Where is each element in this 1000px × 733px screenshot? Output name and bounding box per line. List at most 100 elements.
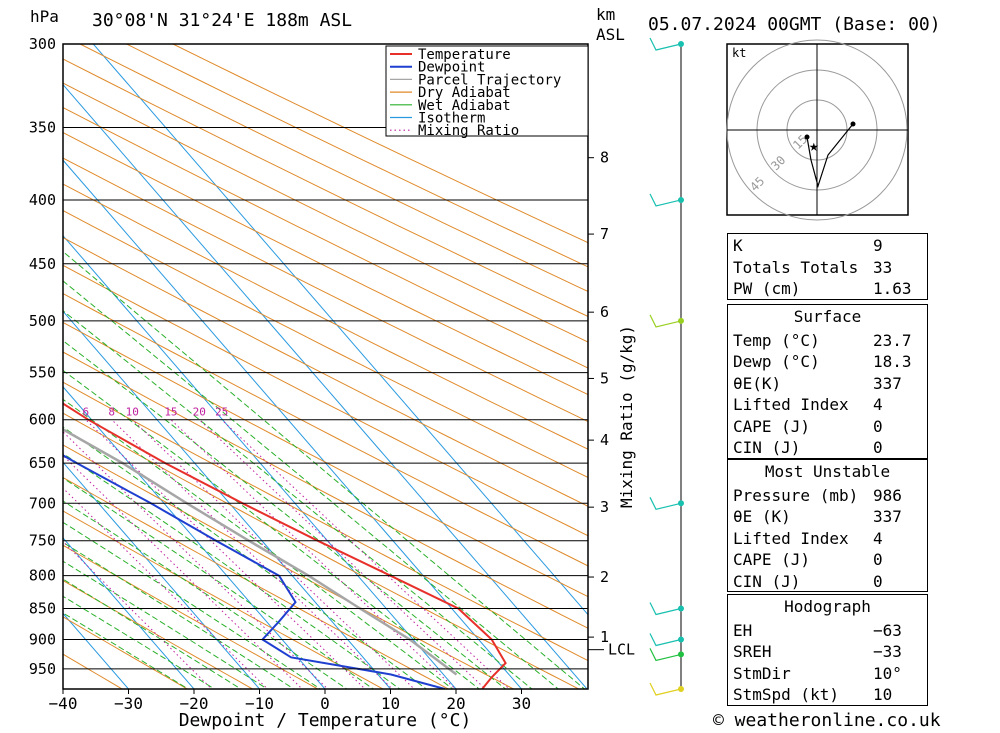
isotherm-line xyxy=(63,386,326,689)
lcl-label: LCL xyxy=(608,641,635,659)
wind-profile xyxy=(649,37,684,696)
hodograph-unit: kt xyxy=(732,46,746,60)
axes: 3003504004505005506006507007508008509009… xyxy=(29,35,635,713)
pressure-tick-label: 800 xyxy=(29,567,56,585)
legend-item: Isotherm xyxy=(418,111,485,127)
pressure-tick-label: 500 xyxy=(29,312,56,330)
pressure-tick-label: 750 xyxy=(29,532,56,550)
mixing-ratio-line xyxy=(111,419,394,689)
wind-barb xyxy=(649,648,682,662)
mixing-ratio-line xyxy=(131,419,416,689)
wind-barb xyxy=(649,602,682,616)
isotherm-line xyxy=(63,612,130,689)
hodograph-point xyxy=(804,134,810,140)
hodograph-trace xyxy=(806,123,854,189)
x-tick-label: −30 xyxy=(114,694,143,713)
isotherm-line xyxy=(63,310,392,689)
isotherm-line xyxy=(63,537,195,689)
mixing-ratio-tick-label: 8 xyxy=(108,406,115,419)
wind-barb xyxy=(649,37,682,51)
table-row: CAPE (J) 0 xyxy=(733,416,883,436)
legend-item: Parcel Trajectory xyxy=(418,72,561,88)
wet-adiabat-line xyxy=(63,521,322,689)
hpa-label: hPa xyxy=(30,7,59,26)
pressure-tick-label: 700 xyxy=(29,494,56,512)
dry-adiabat-line xyxy=(63,444,515,689)
dry-adiabat-line xyxy=(63,264,588,537)
most-unstable-table: Most Unstable Pressure (mb) 986 θE (K) 337… xyxy=(727,459,928,592)
table-row: θE (K) 337 xyxy=(733,507,902,526)
legend-item: Temperature xyxy=(418,47,511,63)
wet-adiabat-line xyxy=(63,280,559,689)
km-tick-label: 4 xyxy=(600,431,609,449)
dry-adiabat-line xyxy=(63,293,588,567)
km-tick-label: 1 xyxy=(600,628,609,646)
table-title: Most Unstable xyxy=(764,462,891,481)
legend-item: Wet Adiabat xyxy=(418,98,511,114)
pressure-tick-label: 950 xyxy=(29,660,56,678)
dry-adiabat-line xyxy=(63,321,588,598)
dry-adiabat-line xyxy=(63,579,254,689)
location-title: 30°08'N 31°24'E 188m ASL xyxy=(92,10,352,31)
wet-adiabat-line xyxy=(63,560,269,689)
x-tick-label: −40 xyxy=(49,694,78,713)
wind-barb xyxy=(649,682,682,696)
x-axis-label: Dewpoint / Temperature (°C) xyxy=(179,710,472,731)
table-row: CIN (J) 0 xyxy=(733,571,883,591)
x-tick-label: 0 xyxy=(320,694,330,713)
wind-barb xyxy=(649,193,682,207)
pressure-tick-label: 400 xyxy=(29,191,56,209)
table-row: StmSpd (kt) 10 xyxy=(733,685,893,704)
table-row: Pressure (mb) 986 xyxy=(733,485,902,505)
mixing-ratio-tick-label: 6 xyxy=(82,406,89,419)
wind-level-dot xyxy=(678,500,684,507)
km-tick-label: 5 xyxy=(600,369,609,387)
table-row: EH −63 xyxy=(733,620,902,640)
dry-adiabat-line xyxy=(63,351,588,629)
pressure-tick-label: 300 xyxy=(29,35,56,53)
mixing-ratio-line xyxy=(221,419,510,689)
wind-barb xyxy=(649,497,682,510)
wet-adiabat-line xyxy=(63,612,190,689)
wind-level-dot xyxy=(678,651,684,658)
x-tick-label: 30 xyxy=(512,694,531,713)
mixing-ratio-line xyxy=(63,431,329,689)
pressure-tick-label: 650 xyxy=(29,454,56,472)
wet-adiabat-line xyxy=(63,452,401,689)
datetime-label: 05.07.2024 00GMT (Base: 00) xyxy=(648,14,941,35)
dry-adiabat-line xyxy=(63,412,580,689)
isotherm-line xyxy=(63,461,261,689)
dry-adiabat-line xyxy=(63,237,588,507)
pressure-tick-label: 900 xyxy=(29,631,56,649)
hodograph-point xyxy=(850,121,856,127)
table-row: CAPE (J) 0 xyxy=(733,550,883,569)
mixing-ratio-tick-label: 15 xyxy=(164,406,177,419)
km-label: km xyxy=(596,5,615,24)
wet-adiabat-line xyxy=(63,477,375,689)
wet-adiabat-line xyxy=(63,578,242,689)
km-tick-label: 7 xyxy=(600,225,609,243)
mixing-ratio-tick-label: 20 xyxy=(193,406,206,419)
km-tick-label: 2 xyxy=(600,568,609,586)
isotherm-line xyxy=(0,0,4,697)
copyright-link[interactable]: © weatheronline.co.uk xyxy=(713,710,941,731)
table-row: Lifted Index 4 xyxy=(733,528,883,548)
x-tick-label: 10 xyxy=(381,694,400,713)
table-title: Hodograph xyxy=(784,597,871,616)
x-tick-label: −10 xyxy=(245,694,274,713)
x-tick-label: 20 xyxy=(446,694,465,713)
mixing-ratio-tick-label: 10 xyxy=(126,406,139,419)
dry-adiabat-line xyxy=(63,209,588,479)
temperature-line xyxy=(63,402,507,689)
mixing-ratio-line xyxy=(170,419,457,689)
asl-label: ASL xyxy=(596,25,625,44)
parcel-trajectory-line xyxy=(63,428,458,676)
table-row: Temp (°C) 23.7 xyxy=(733,330,912,350)
table-row: StmDir 10° xyxy=(733,663,902,683)
wind-barb xyxy=(649,633,682,647)
surface-table: Surface Temp (°C) 23.7 Dewp (°C) 18.3 θE(K… xyxy=(727,304,928,459)
wet-adiabat-line xyxy=(63,369,480,689)
